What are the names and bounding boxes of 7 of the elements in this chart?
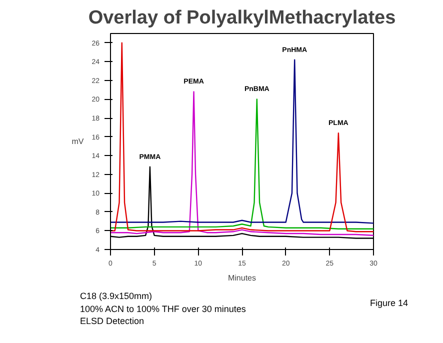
text: ELSD Detection [80,316,144,326]
text: 100% ACN to 100% THF over 30 minutes [80,304,246,314]
text: C18 (3.9x150mm) [80,291,152,301]
y-axis-title: mV [72,137,84,146]
x-axis-title: Minutes [228,274,256,282]
chart-title: Overlay of PolyalkylMethacrylates [88,8,396,28]
caption: Figure 14 [370,297,408,310]
